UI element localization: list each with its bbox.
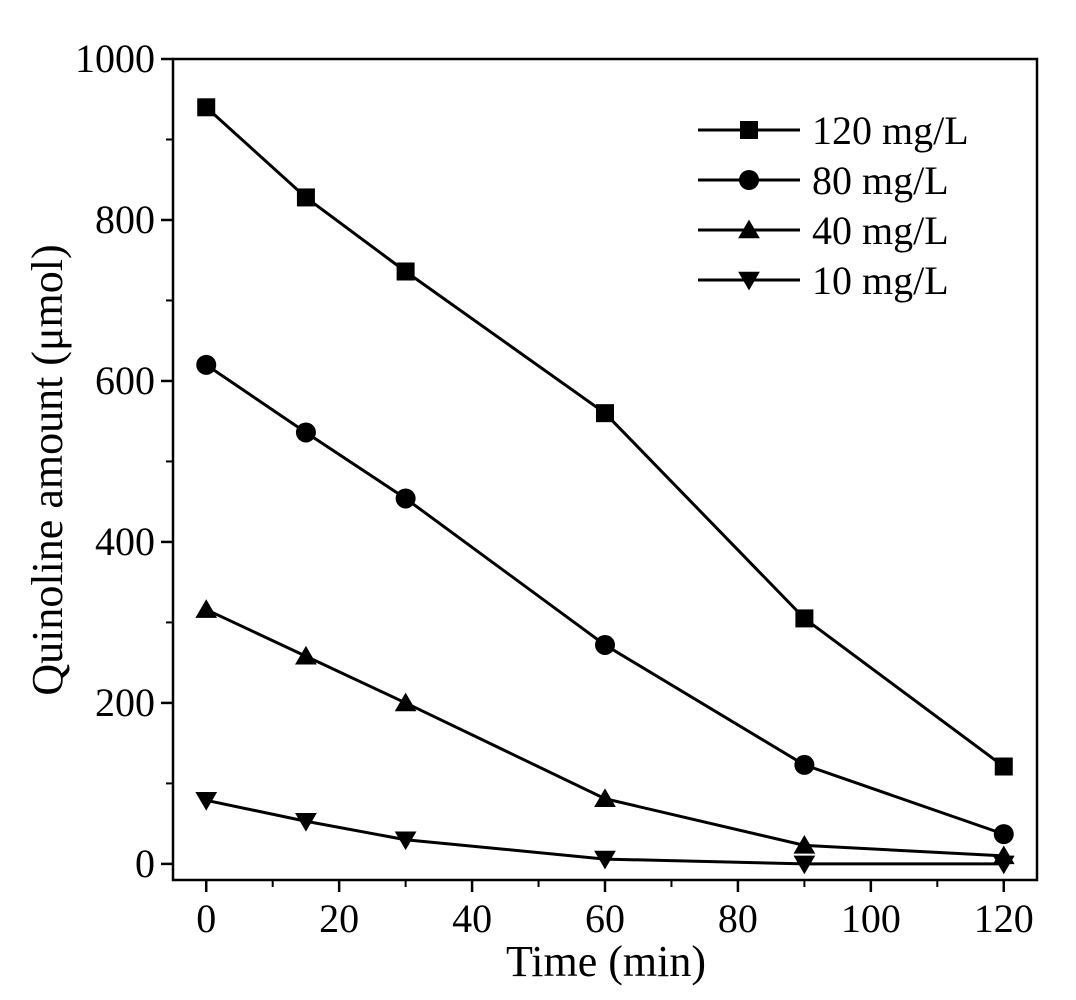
y-tick-label: 600 xyxy=(95,358,155,403)
x-tick-label: 120 xyxy=(974,896,1034,941)
x-axis-title: Time (min) xyxy=(506,937,706,986)
series-80-mg-l xyxy=(196,354,1014,845)
x-tick-label: 60 xyxy=(585,896,625,941)
series-120-mg-l xyxy=(197,98,1013,776)
x-tick-label: 80 xyxy=(718,896,758,941)
y-tick-label: 200 xyxy=(95,680,155,725)
data-point-120-mg-l xyxy=(795,609,814,628)
series-line-10-mg-l xyxy=(205,798,1004,866)
data-point-80-mg-l xyxy=(794,754,815,775)
series-10-mg-l xyxy=(195,792,1015,875)
legend-label-80-mg-l: 80 mg/L xyxy=(812,158,949,203)
data-point-40-mg-l xyxy=(394,692,417,712)
data-point-80-mg-l xyxy=(595,634,615,655)
data-point-40-mg-l xyxy=(195,599,218,618)
series-line-80-mg-l xyxy=(205,363,1005,836)
x-tick-labels: 0 20 40 60 80 100 120 xyxy=(196,896,1034,941)
data-point-80-mg-l xyxy=(395,488,416,509)
x-tick-label: 100 xyxy=(841,896,901,941)
legend-marker-10-mg-l xyxy=(738,271,760,291)
x-tick-label: 0 xyxy=(196,896,216,941)
axis-ticks xyxy=(161,57,1006,892)
data-point-80-mg-l xyxy=(993,824,1014,845)
y-tick-label: 800 xyxy=(95,197,155,242)
legend-label-10-mg-l: 10 mg/L xyxy=(812,258,949,303)
data-point-120-mg-l xyxy=(596,404,614,423)
y-tick-label: 400 xyxy=(95,519,155,564)
y-tick-labels: 0 200 400 600 800 1000 xyxy=(75,36,155,886)
data-point-120-mg-l xyxy=(197,98,216,117)
y-axis-title: Quinoline amount (μmol) xyxy=(23,244,72,695)
data-point-10-mg-l xyxy=(992,855,1015,875)
legend-label-120-mg-l: 120 mg/L xyxy=(812,108,969,153)
legend: 120 mg/L 80 mg/L 40 mg/L 10 mg/L xyxy=(698,108,969,303)
data-point-10-mg-l xyxy=(594,850,616,870)
legend-label-40-mg-l: 40 mg/L xyxy=(812,208,949,253)
legend-marker-40-mg-l xyxy=(738,219,760,239)
series-line-40-mg-l xyxy=(205,608,1004,858)
series-line-120-mg-l xyxy=(205,106,1005,768)
data-point-80-mg-l xyxy=(295,422,316,443)
legend-marker-80-mg-l xyxy=(739,170,759,190)
y-tick-label: 1000 xyxy=(75,36,155,81)
data-point-40-mg-l xyxy=(594,788,616,807)
data-point-10-mg-l xyxy=(394,831,417,851)
data-point-40-mg-l xyxy=(793,835,816,854)
legend-marker-120-mg-l xyxy=(740,121,758,139)
data-point-120-mg-l xyxy=(994,757,1013,776)
x-tick-label: 40 xyxy=(452,896,492,941)
data-point-10-mg-l xyxy=(793,855,816,875)
data-point-120-mg-l xyxy=(296,188,315,207)
data-point-120-mg-l xyxy=(396,262,415,281)
data-point-10-mg-l xyxy=(295,812,317,832)
y-tick-label: 0 xyxy=(135,841,155,886)
data-point-80-mg-l xyxy=(196,354,217,375)
data-point-40-mg-l xyxy=(295,645,317,665)
x-tick-label: 20 xyxy=(319,896,359,941)
series-layer xyxy=(195,98,1015,875)
data-point-10-mg-l xyxy=(195,792,218,811)
